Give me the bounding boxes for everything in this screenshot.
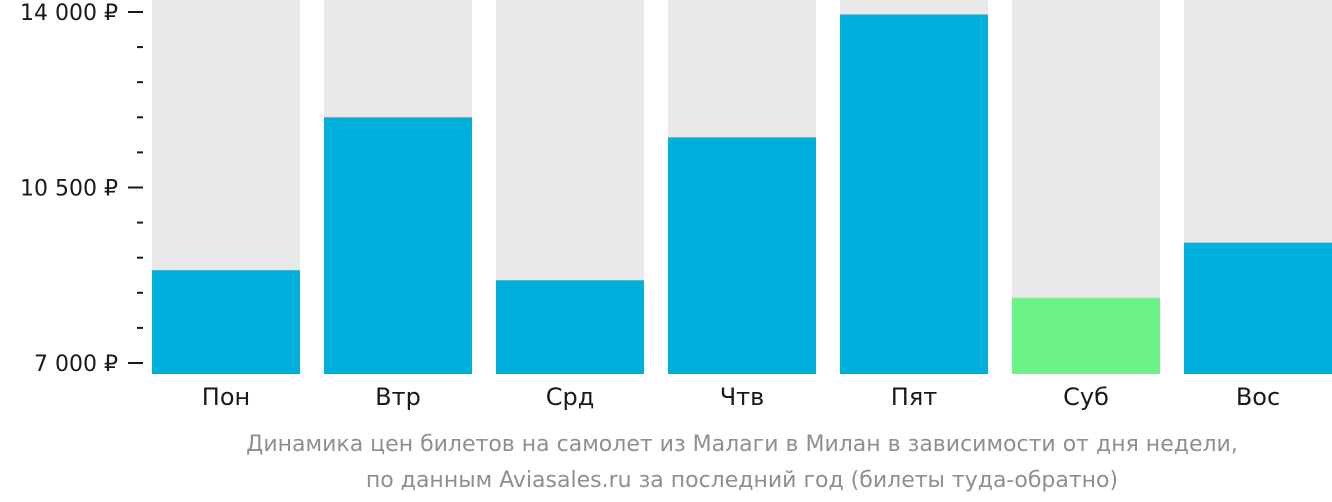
x-axis-labels: Пон Втр Срд Чтв Пят Суб Вос — [202, 383, 1280, 411]
chart-caption-line-1: Динамика цен билетов на самолет из Малаг… — [246, 432, 1238, 457]
y-axis: 14 000 ₽ 10 500 ₽ 7 000 ₽ — [20, 1, 143, 377]
price-bars — [152, 14, 1332, 375]
bar-Срд — [496, 280, 644, 374]
x-tick-label: Пон — [202, 383, 250, 411]
x-tick-label: Суб — [1063, 383, 1109, 411]
x-tick-label: Чтв — [720, 383, 765, 411]
y-tick-label: 7 000 ₽ — [34, 352, 118, 377]
x-tick-label: Срд — [546, 383, 595, 411]
bar-Вос — [1184, 242, 1332, 374]
bar-Втр — [324, 117, 472, 375]
chart-caption-line-2: по данным Aviasales.ru за последний год … — [365, 468, 1119, 493]
bar-Пон — [152, 270, 300, 374]
bar-Чтв — [668, 137, 816, 374]
y-tick-label: 10 500 ₽ — [20, 177, 118, 202]
x-tick-label: Пят — [891, 383, 937, 411]
bar-Суб — [1012, 297, 1160, 374]
bar-Пят — [840, 14, 988, 375]
y-tick-label: 14 000 ₽ — [20, 1, 118, 26]
x-tick-label: Втр — [375, 383, 421, 411]
x-tick-label: Вос — [1236, 383, 1280, 411]
price-by-weekday-chart: 14 000 ₽ 10 500 ₽ 7 000 ₽ Пон Втр Срд Чтв Пят С… — [20, 0, 1332, 411]
